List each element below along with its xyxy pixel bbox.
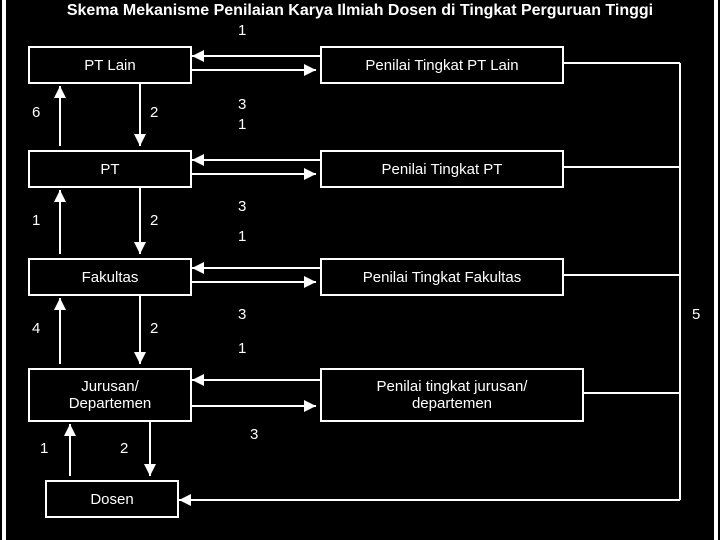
box-fakultas: Fakultas xyxy=(28,258,192,296)
box-jurusan: Jurusan/ Departemen xyxy=(28,368,192,422)
label-3c: 3 xyxy=(238,306,246,323)
label-1c: 1 xyxy=(32,212,40,229)
label-1e: 1 xyxy=(40,440,48,457)
diagram-title: Skema Mekanisme Penilaian Karya Ilmiah D… xyxy=(0,2,720,20)
box-dosen: Dosen xyxy=(45,480,179,518)
label-1b: 1 xyxy=(238,228,246,245)
label-1a: 1 xyxy=(238,116,246,133)
box-pt-lain: PT Lain xyxy=(28,46,192,84)
label-5: 5 xyxy=(692,306,700,323)
label-1d: 1 xyxy=(238,340,246,357)
label-4: 4 xyxy=(32,320,40,337)
label-6: 6 xyxy=(32,104,40,121)
box-penilai-pt-lain: Penilai Tingkat PT Lain xyxy=(320,46,564,84)
label-2a: 2 xyxy=(150,104,158,121)
label-3b: 3 xyxy=(238,198,246,215)
label-1-top: 1 xyxy=(238,22,246,39)
box-penilai-jurusan: Penilai tingkat jurusan/ departemen xyxy=(320,368,584,422)
label-2c: 2 xyxy=(150,320,158,337)
label-2b: 2 xyxy=(150,212,158,229)
box-pt: PT xyxy=(28,150,192,188)
label-3d: 3 xyxy=(250,426,258,443)
box-penilai-pt: Penilai Tingkat PT xyxy=(320,150,564,188)
label-3a: 3 xyxy=(238,96,246,113)
label-2d: 2 xyxy=(120,440,128,457)
box-penilai-fakultas: Penilai Tingkat Fakultas xyxy=(320,258,564,296)
